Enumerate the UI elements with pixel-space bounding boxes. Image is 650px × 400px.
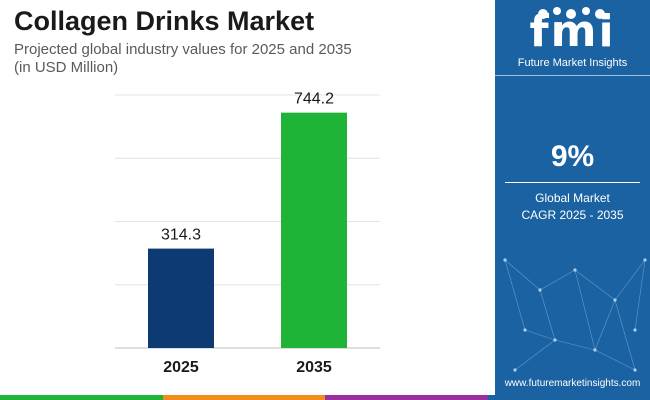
bottom-color-strip <box>0 395 650 400</box>
website-link[interactable]: www.futuremarketinsights.com <box>504 378 641 389</box>
subtitle-line-1: Projected global industry values for 202… <box>14 41 352 58</box>
cagr-label-line-2: CAGR 2025 - 2035 <box>521 208 624 222</box>
strip-segment-purple <box>325 395 488 400</box>
bar-2035 <box>281 112 347 348</box>
fmi-logo: fmi Future Market Insights <box>495 0 650 76</box>
network-graphic <box>503 258 647 372</box>
chart-subtitle: Projected global industry values for 202… <box>14 41 454 77</box>
strip-segment-blue <box>487 395 650 400</box>
bar-chart: 314.3 2025 744.2 2035 <box>115 91 380 376</box>
subtitle-line-2: (in USD Million) <box>14 59 119 76</box>
cagr-value: 9% <box>550 140 595 173</box>
logo-divider <box>495 75 650 76</box>
x-tick-label-2025: 2025 <box>163 359 199 376</box>
x-tick-label-2035: 2035 <box>296 359 332 376</box>
logo-caption: Future Market Insights <box>517 57 628 69</box>
strip-segment-green <box>0 395 163 400</box>
data-label-2035: 744.2 <box>294 91 334 108</box>
logo-icons <box>538 7 605 19</box>
page-title: Collagen Drinks Market <box>14 6 315 36</box>
cagr-label-line-1: Global Market <box>535 191 610 205</box>
sidebar-panel: fmi Future Market Insights 9% Global Mar… <box>495 0 650 400</box>
bar-2025 <box>148 248 214 348</box>
data-label-2025: 314.3 <box>161 227 201 244</box>
logo-wordmark: fmi <box>529 6 616 57</box>
cagr-divider <box>505 182 640 183</box>
cagr-label: Global Market CAGR 2025 - 2035 <box>495 190 650 224</box>
strip-segment-orange <box>162 395 325 400</box>
